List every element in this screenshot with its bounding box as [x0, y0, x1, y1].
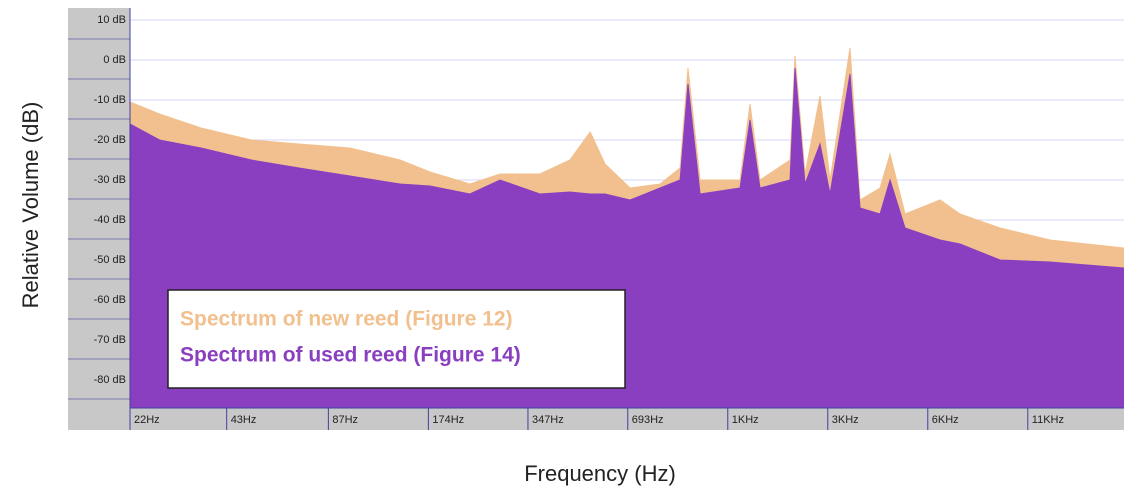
x-tick-label: 11KHz [1032, 414, 1064, 426]
x-tick-label: 693Hz [632, 414, 664, 426]
legend-box [167, 289, 626, 389]
y-tick-label: -30 dB [94, 174, 126, 186]
y-tick-label: -80 dB [94, 374, 126, 386]
x-axis-label: Frequency (Hz) [524, 461, 676, 486]
y-tick-label: -10 dB [94, 94, 126, 106]
x-axis-panel [68, 408, 1124, 430]
x-tick-label: 347Hz [532, 414, 564, 426]
legend-label: Spectrum of new reed (Figure 12) [180, 308, 513, 331]
y-tick-label: -70 dB [94, 334, 126, 346]
y-tick-label: 0 dB [103, 54, 126, 66]
x-tick-label: 6KHz [932, 414, 959, 426]
y-tick-label: -60 dB [94, 294, 126, 306]
legend-label: Spectrum of used reed (Figure 14) [180, 344, 521, 367]
x-tick-label: 43Hz [231, 414, 257, 426]
x-tick-label: 22Hz [134, 414, 160, 426]
y-axis-label: Relative Volume (dB) [18, 102, 43, 309]
y-tick-label: 10 dB [97, 14, 126, 26]
x-tick-label: 87Hz [332, 414, 358, 426]
x-tick-label: 3KHz [832, 414, 859, 426]
y-tick-label: -50 dB [94, 254, 126, 266]
x-tick-label: 1KHz [732, 414, 759, 426]
y-tick-label: -40 dB [94, 214, 126, 226]
x-tick-label: 174Hz [432, 414, 464, 426]
y-tick-label: -20 dB [94, 134, 126, 146]
y-axis-panel [68, 8, 130, 430]
